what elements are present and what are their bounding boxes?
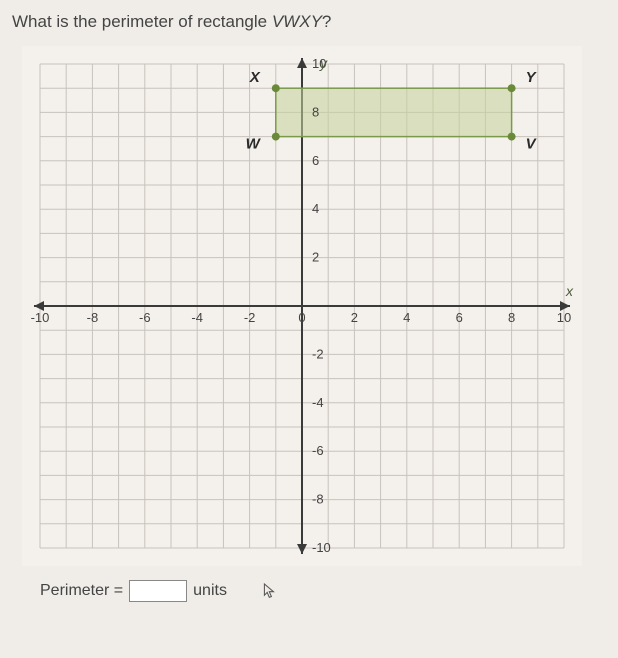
svg-text:-2: -2	[244, 310, 256, 325]
svg-text:2: 2	[312, 250, 319, 265]
svg-text:-2: -2	[312, 346, 324, 361]
svg-text:-6: -6	[139, 310, 151, 325]
answer-row: Perimeter = units	[40, 580, 606, 602]
svg-text:x: x	[565, 283, 574, 299]
svg-text:-6: -6	[312, 443, 324, 458]
question-text: What is the perimeter of rectangle VWXY?	[12, 12, 606, 32]
svg-text:4: 4	[312, 201, 319, 216]
answer-label: Perimeter =	[40, 582, 123, 600]
answer-units: units	[193, 582, 227, 600]
cursor-icon	[263, 581, 277, 601]
question-rect: VWXY	[272, 12, 322, 31]
svg-text:-10: -10	[31, 310, 50, 325]
graph-svg: -10-8-6-4-20246810-10-8-6-4-2246810xyXYW…	[22, 46, 582, 566]
svg-text:-10: -10	[312, 540, 331, 555]
svg-text:0: 0	[298, 310, 305, 325]
svg-text:-8: -8	[87, 310, 99, 325]
svg-text:6: 6	[456, 310, 463, 325]
svg-text:-8: -8	[312, 492, 324, 507]
svg-text:-4: -4	[312, 395, 324, 410]
svg-text:X: X	[249, 69, 261, 86]
svg-text:10: 10	[557, 310, 571, 325]
svg-text:6: 6	[312, 153, 319, 168]
svg-text:4: 4	[403, 310, 410, 325]
svg-text:2: 2	[351, 310, 358, 325]
svg-text:y: y	[319, 55, 328, 71]
coordinate-graph: -10-8-6-4-20246810-10-8-6-4-2246810xyXYW…	[22, 46, 582, 566]
svg-text:8: 8	[508, 310, 515, 325]
question-suffix: ?	[322, 12, 331, 31]
svg-text:-4: -4	[191, 310, 203, 325]
question-prefix: What is the perimeter of rectangle	[12, 12, 272, 31]
svg-text:8: 8	[312, 104, 319, 119]
perimeter-input[interactable]	[129, 580, 187, 602]
svg-text:W: W	[246, 136, 262, 153]
